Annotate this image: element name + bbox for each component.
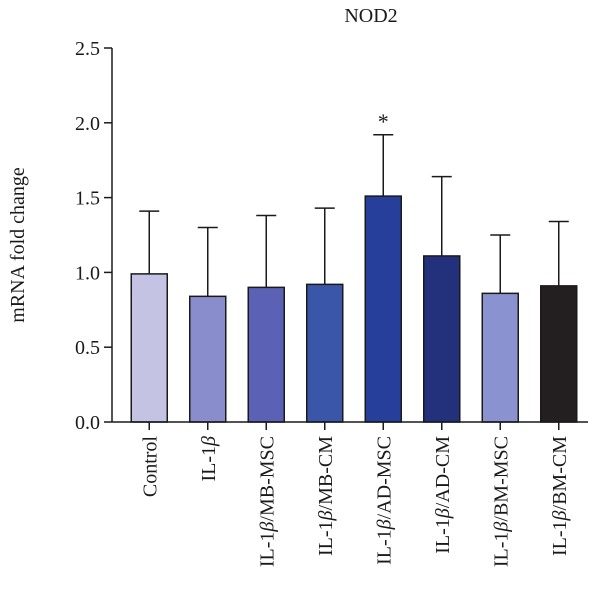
y-tick-label: 0.0	[75, 412, 100, 434]
bar	[306, 283, 344, 423]
y-tick-label: 1.5	[75, 188, 100, 210]
bar	[364, 195, 402, 423]
y-tick-label: 0.5	[75, 337, 100, 359]
x-tick-label: IL-1β/AD-CM	[432, 436, 454, 554]
bar	[189, 295, 227, 423]
y-tick-label: 1.0	[75, 262, 100, 284]
x-tick-label: IL-1β/AD-MSC	[373, 436, 395, 565]
y-axis: 0.0 0.5 1.0 1.5 2.0 2.5	[75, 38, 113, 434]
y-tick-label: 2.5	[75, 38, 100, 60]
bar	[130, 273, 168, 423]
significance-marker: *	[378, 109, 389, 134]
y-axis-label: mRNA fold change	[7, 167, 29, 323]
x-axis: Control IL-1β IL-1β/MB-MSC IL-1β/MB-CM IL-1β…	[112, 421, 588, 567]
x-tick-label: IL-1β/MB-CM	[315, 436, 337, 556]
bar	[481, 292, 519, 423]
x-tick-label: IL-1β/MB-MSC	[256, 436, 278, 567]
x-tick-label: Control	[139, 436, 161, 498]
x-tick-label: IL-1β/BM-MSC	[490, 436, 512, 567]
bar	[247, 286, 285, 423]
x-tick-label: IL-1β/BM-CM	[549, 436, 571, 556]
bar	[540, 285, 578, 423]
bar	[423, 255, 461, 423]
chart-title: NOD2	[344, 5, 397, 27]
bar-series: *	[130, 109, 578, 423]
x-tick-label: IL-1β	[198, 436, 220, 482]
y-tick-label: 2.0	[75, 113, 100, 135]
